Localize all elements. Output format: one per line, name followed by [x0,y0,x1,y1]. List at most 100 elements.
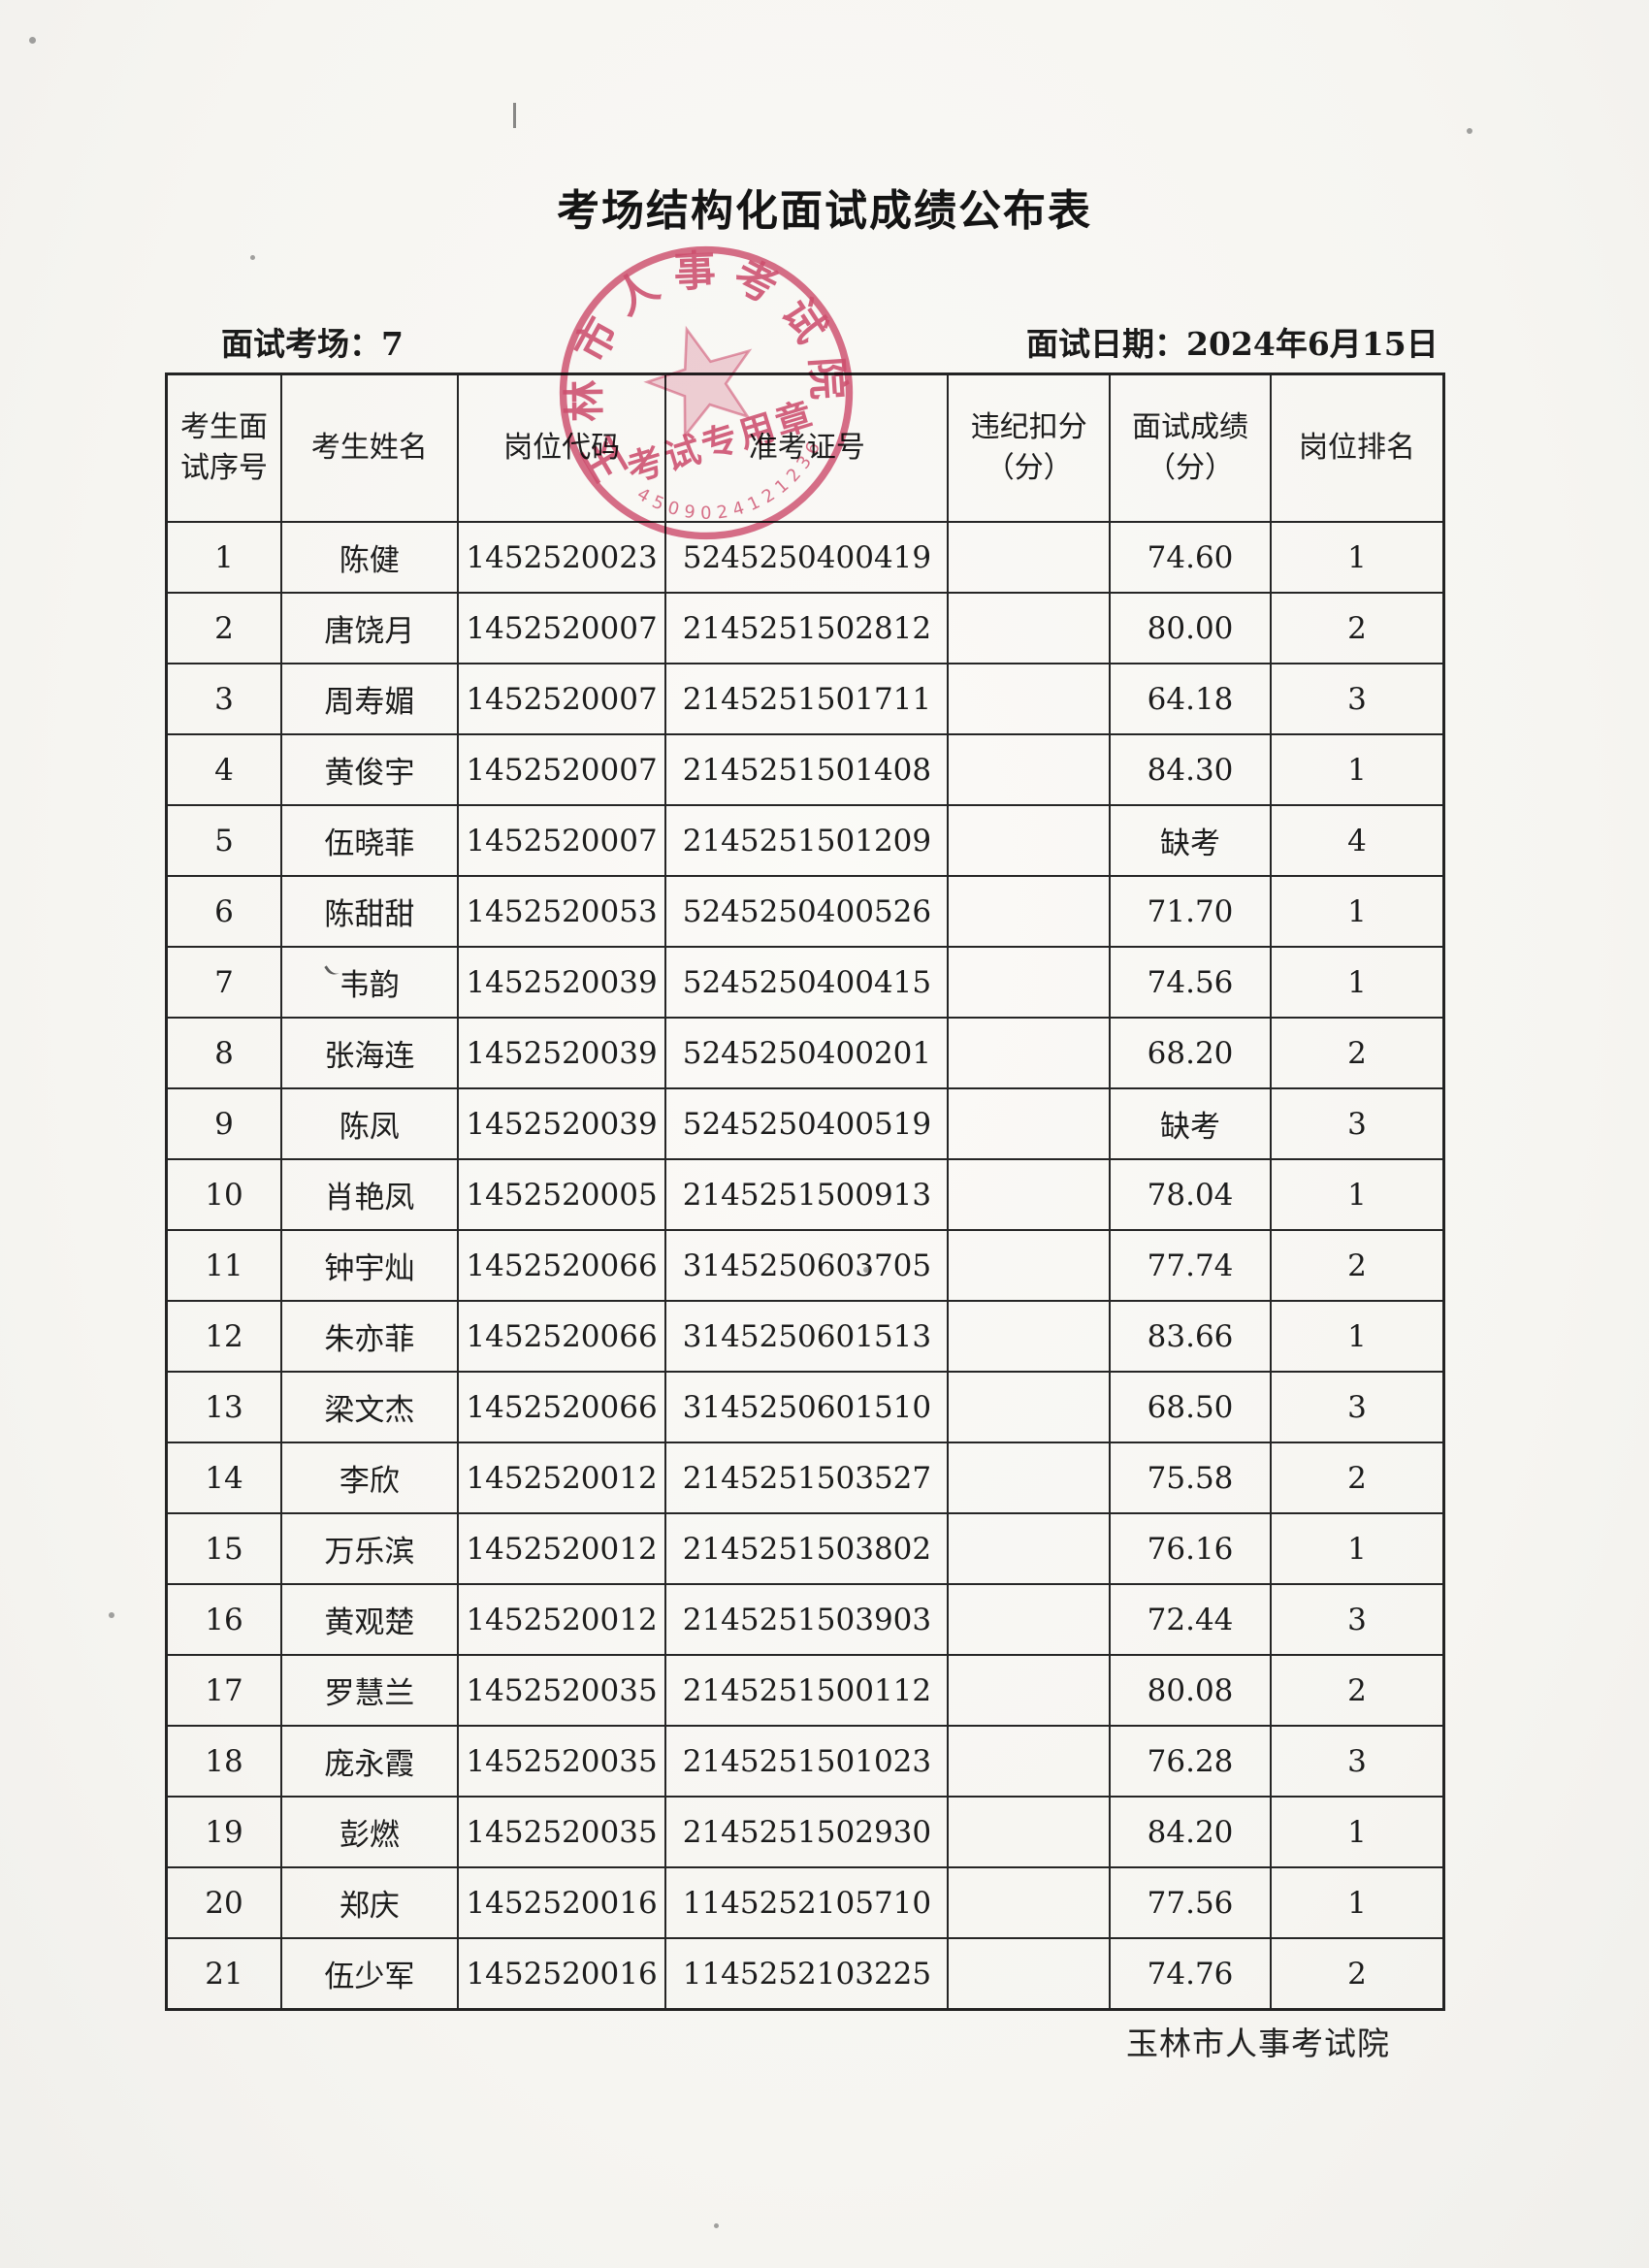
table-cell [947,1371,1112,1443]
table-cell: 3 [1269,663,1445,735]
table-cell [947,733,1112,806]
table-cell: 1 [1269,1512,1445,1585]
table-cell: 2145251501023 [664,1725,950,1798]
table-cell: 2145251502812 [664,592,950,664]
table-row: 10 肖艳凤 1452520005 2145251500913 78.04 1 [165,1158,1445,1231]
venue-label: 面试考场： [221,325,381,363]
table-cell: 80.00 [1109,592,1272,664]
table-cell: 2 [1269,1017,1445,1089]
table-cell: 74.56 [1109,946,1272,1019]
table-cell [947,1300,1112,1373]
column-header: 违纪扣分 （分） [947,373,1112,523]
table-cell: 1 [1269,1796,1445,1868]
table-cell: 15 [165,1512,283,1585]
table-cell [947,1725,1112,1798]
table-cell: 黄俊宇 [280,733,459,806]
table-cell: 3145250603705 [664,1229,950,1302]
table-cell: 肖艳凤 [280,1158,459,1231]
table-cell: 84.30 [1109,733,1272,806]
table-cell: 1452520039 [456,1087,667,1160]
table-cell: 8 [165,1017,283,1089]
table-cell: 64.18 [1109,663,1272,735]
table-cell: 罗慧兰 [280,1654,459,1727]
column-header: 岗位代码 [456,373,667,523]
table-row: 14 李欣 1452520012 2145251503527 75.58 2 [165,1442,1445,1514]
table-cell: 3 [1269,1583,1445,1656]
table-cell: 84.20 [1109,1796,1272,1868]
table-cell: 68.20 [1109,1017,1272,1089]
table-cell: 周寿媚 [280,663,459,735]
table-cell: 11 [165,1229,283,1302]
table-row: 7 韦韵 1452520039 5245250400415 74.56 1 [165,946,1445,1019]
table-cell: 80.08 [1109,1654,1272,1727]
table-cell: 4 [165,733,283,806]
table-cell: 4 [1269,804,1445,877]
header-row: 考生面 试序号 考生姓名 岗位代码 准考证号 违纪扣分 （分） 面试成绩 （分） 岗位排名 [165,373,1445,523]
table-cell: 17 [165,1654,283,1727]
page-title: 考场结构化面试成绩公布表 [557,186,1092,236]
table-cell: 1 [1269,946,1445,1019]
table-cell: 钟宇灿 [280,1229,459,1302]
table-cell: 2145251501711 [664,663,950,735]
table-row: 4 黄俊宇 1452520007 2145251501408 84.30 1 [165,733,1445,806]
table-cell: 1 [1269,1300,1445,1373]
table-cell: 3 [1269,1087,1445,1160]
table-cell: 10 [165,1158,283,1231]
table-cell [947,1654,1112,1727]
table-cell: 2 [1269,592,1445,664]
scan-artifact [29,37,36,44]
table-cell: 77.74 [1109,1229,1272,1302]
table-cell: 1452520007 [456,733,667,806]
table-row: 6 陈甜甜 1452520053 5245250400526 71.70 1 [165,875,1445,948]
table-cell [947,663,1112,735]
table-cell [947,1796,1112,1868]
table-cell [947,1229,1112,1302]
table-cell: 3 [1269,1725,1445,1798]
table-cell: 74.60 [1109,521,1272,594]
issuer-signature: 玉林市人事考试院 [1126,2025,1390,2062]
table-cell: 76.16 [1109,1512,1272,1585]
table-cell: 庞永霞 [280,1725,459,1798]
table-row: 21 伍少军 1452520016 1145252103225 74.76 2 [165,1937,1445,2011]
column-header: 考生面 试序号 [165,373,283,523]
table-cell: 郑庆 [280,1866,459,1939]
table-cell: 2145251501209 [664,804,950,877]
table-row: 8 张海连 1452520039 5245250400201 68.20 2 [165,1017,1445,1089]
table-cell: 1145252105710 [664,1866,950,1939]
table-cell: 1452520016 [456,1937,667,2011]
table-cell: 2145251502930 [664,1796,950,1868]
table-cell: 伍少军 [280,1937,459,2011]
table-cell: 2145251503802 [664,1512,950,1585]
table-cell: 3145250601513 [664,1300,950,1373]
table-row: 1 陈健 1452520023 5245250400419 74.60 1 [165,521,1445,594]
table-cell: 陈健 [280,521,459,594]
scan-artifact [1467,128,1472,134]
table-cell: 5245250400519 [664,1087,950,1160]
table-cell: 1452520066 [456,1371,667,1443]
table-cell [947,1158,1112,1231]
table-row: 16 黄观楚 1452520012 2145251503903 72.44 3 [165,1583,1445,1656]
table-cell: 1452520007 [456,804,667,877]
table-cell: 1452520005 [456,1158,667,1231]
table-row: 13 梁文杰 1452520066 3145250601510 68.50 3 [165,1371,1445,1443]
column-header: 准考证号 [664,373,950,523]
interview-venue: 面试考场：7 [221,318,404,365]
table-cell: 3 [1269,1371,1445,1443]
table-cell: 19 [165,1796,283,1868]
table-cell: 2145251503903 [664,1583,950,1656]
table-cell: 76.28 [1109,1725,1272,1798]
table-cell: 1 [1269,521,1445,594]
table-row: 3 周寿媚 1452520007 2145251501711 64.18 3 [165,663,1445,735]
table-cell: 68.50 [1109,1371,1272,1443]
table-cell: 6 [165,875,283,948]
table-cell [947,946,1112,1019]
interview-date: 面试日期：2024年6月15日 [1026,318,1439,365]
table-cell: 3 [165,663,283,735]
table-cell: 1452520039 [456,1017,667,1089]
scan-artifact [109,1612,114,1618]
table-row: 9 陈凤 1452520039 5245250400519 缺考 3 [165,1087,1445,1160]
table-cell: 18 [165,1725,283,1798]
table-cell [947,1937,1112,2011]
table-cell: 缺考 [1109,1087,1272,1160]
table-cell: 78.04 [1109,1158,1272,1231]
